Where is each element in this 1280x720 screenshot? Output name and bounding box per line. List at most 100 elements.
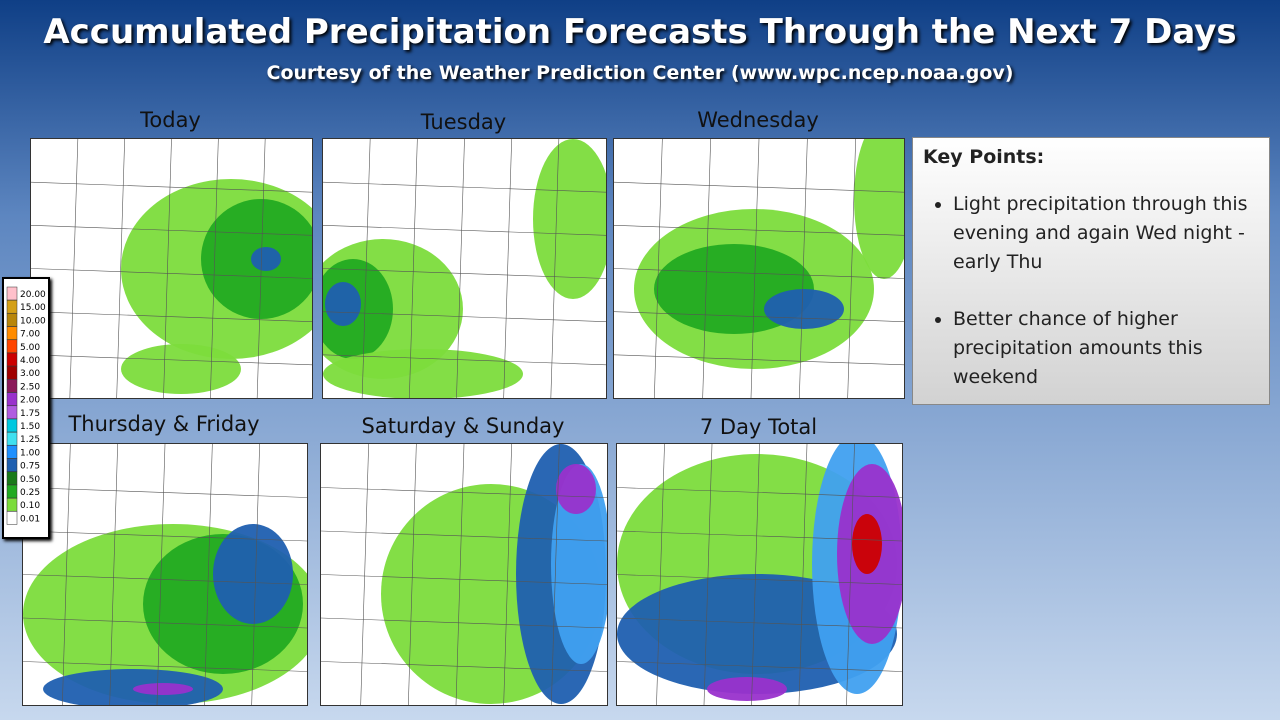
state-line (31, 354, 312, 366)
state-line (456, 139, 465, 398)
precip-area (854, 139, 904, 279)
precip-area (43, 669, 223, 705)
precip-area (533, 139, 606, 299)
state-line (23, 574, 307, 585)
state-line (323, 311, 606, 322)
legend-swatch (6, 365, 18, 380)
state-line (614, 354, 904, 366)
legend-swatch (6, 458, 18, 472)
state-line (62, 444, 71, 705)
legend-label: 4.00 (20, 356, 40, 366)
panel-label: 7 Day Total (699, 415, 818, 439)
legend-label: 2.50 (20, 382, 40, 392)
state-line (23, 661, 307, 672)
legend-label: 1.00 (20, 448, 40, 458)
legend-swatch (6, 445, 18, 459)
state-line (617, 487, 902, 498)
bullet: Light precipitation through this evening… (953, 190, 1259, 277)
state-line (360, 444, 369, 705)
state-line (361, 139, 371, 398)
legend-label: 10.00 (20, 316, 46, 326)
forecast-map (22, 443, 308, 706)
state-line (23, 617, 307, 629)
state-line (617, 617, 902, 629)
state-line (847, 139, 856, 398)
state-line (614, 225, 904, 236)
state-line (409, 139, 418, 398)
state-line (614, 311, 904, 322)
legend-swatch (6, 352, 18, 367)
legend-label: 2.00 (20, 396, 40, 406)
state-line (617, 530, 902, 542)
state-line (503, 444, 512, 705)
key-points: Key Points: Light precipitation through … (912, 137, 1270, 405)
legend-label: 5.00 (20, 343, 40, 353)
legend-label: 7.00 (20, 330, 40, 340)
legend-swatch (6, 431, 18, 446)
state-line (31, 225, 312, 236)
forecast-map (320, 443, 608, 706)
legend-label: 1.75 (20, 409, 40, 419)
forecast-map (616, 443, 903, 706)
precip-area (121, 344, 241, 394)
precip-area (323, 349, 523, 398)
state-line (163, 139, 172, 398)
state-line (799, 139, 808, 398)
state-line (323, 181, 606, 193)
key-heading: Key Points: (923, 146, 1045, 168)
forecast-map (613, 138, 905, 399)
state-line (321, 530, 607, 542)
legend-label: 0.01 (20, 514, 40, 524)
legend-swatch (6, 326, 18, 340)
state-line (116, 139, 125, 398)
subtitle: Courtesy of the Weather Prediction Cente… (266, 62, 1014, 84)
state-line (321, 487, 607, 498)
state-line (204, 444, 213, 705)
state-line (31, 181, 312, 193)
state-line (323, 225, 606, 236)
state-line (617, 574, 902, 585)
state-line (654, 139, 663, 398)
panel-label: Tuesday (420, 110, 507, 134)
legend-swatch (6, 471, 18, 486)
state-line (656, 444, 665, 705)
state-line (23, 530, 307, 542)
state-line (750, 139, 760, 398)
precip-area (133, 683, 193, 695)
legend-swatch (6, 299, 18, 314)
legend-swatch (6, 511, 18, 525)
precip-area (556, 464, 596, 514)
precip-area (325, 282, 361, 326)
legend-swatch (6, 392, 18, 406)
legend: 20.00 15.00 10.00 7.00 5.00 4.00 3.00 2.50 2.00 1… (2, 277, 50, 539)
legend-swatch (6, 405, 18, 420)
state-line (31, 311, 312, 322)
state-line (503, 139, 512, 398)
precip-area (251, 247, 281, 271)
panel-label: Thursday & Friday (68, 412, 260, 436)
state-line (550, 139, 560, 398)
state-line (321, 617, 607, 629)
state-line (798, 444, 808, 705)
panel-label: Today (140, 108, 201, 132)
legend-label: 1.25 (20, 435, 40, 445)
legend-swatch (6, 313, 18, 327)
state-line (69, 139, 79, 398)
panel-label: Saturday & Sunday (361, 414, 565, 438)
legend-label: 3.00 (20, 369, 40, 379)
state-line (751, 444, 760, 705)
precip-area (213, 524, 293, 624)
state-line (617, 661, 902, 672)
legend-swatch (6, 484, 18, 499)
state-line (109, 444, 118, 705)
state-line (455, 444, 465, 705)
state-line (323, 268, 606, 279)
title: Accumulated Precipitation Forecasts Thro… (43, 12, 1237, 52)
legend-label: 0.75 (20, 462, 40, 472)
bullet: Better chance of higher precipitation am… (953, 305, 1259, 392)
state-line (614, 268, 904, 279)
legend-label: 1.50 (20, 422, 40, 432)
forecast-map (30, 138, 313, 399)
legend-swatch (6, 497, 18, 512)
